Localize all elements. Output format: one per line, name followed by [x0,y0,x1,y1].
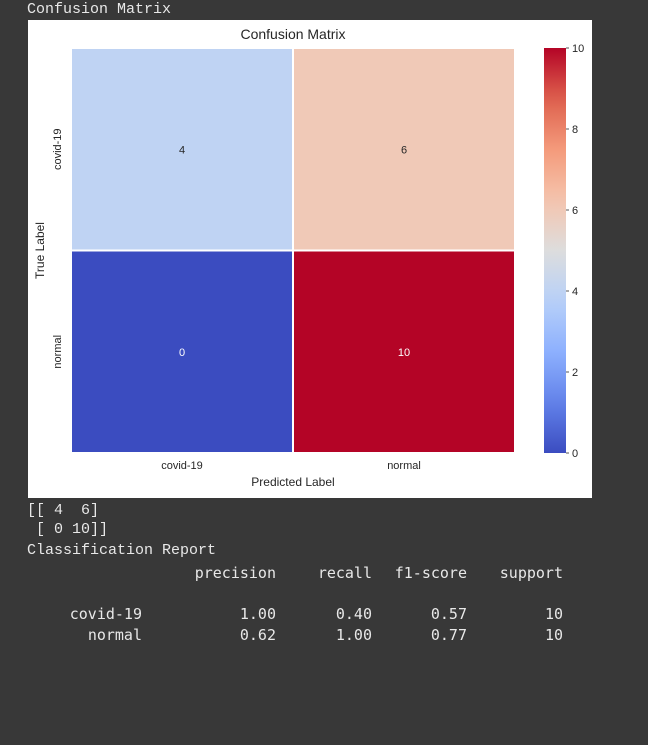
report-support: 10 [544,605,563,623]
report-precision: 0.62 [239,626,276,644]
cell-value-label: 0 [179,347,185,359]
x-tick-label: normal [387,460,421,472]
heatmap-cell [292,249,516,454]
report-row-label: covid-19 [69,605,142,623]
cell-value-label: 6 [401,144,407,156]
report-f1: 0.77 [430,626,467,644]
report-row-covid: covid-19 1.00 0.40 0.57 10 [27,604,627,624]
heatmap-cell [70,47,294,252]
colorbar-tick-label: 2 [572,367,578,379]
report-precision: 1.00 [239,605,276,623]
matrix-text-line-1: [[ 4 6] [27,502,100,519]
confusion-matrix-figure: Confusion Matrix 4 6 0 10 covid-19 normal covid… [28,20,592,498]
cell-value-label: 4 [179,144,185,156]
report-row-label: normal [87,626,142,644]
colorbar [544,48,566,453]
y-tick-label: normal [52,335,64,369]
report-recall: 0.40 [335,605,372,623]
report-header-recall: recall [317,564,372,582]
x-axis-label: Predicted Label [251,475,334,489]
colorbar-tick-label: 10 [572,43,584,55]
heatmap-cell [70,249,294,454]
output-header: Confusion Matrix [27,1,172,18]
heatmap-chart: Confusion Matrix 4 6 0 10 covid-19 normal covid… [33,26,584,489]
report-recall: 1.00 [335,626,372,644]
heatmap-cell [292,47,516,252]
y-tick-label: covid-19 [52,128,64,170]
report-header-precision: precision [194,564,276,582]
cell-value-label: 10 [398,347,410,359]
matrix-text-line-2: [ 0 10]] [27,521,109,538]
colorbar-tick-label: 6 [572,205,578,217]
report-title: Classification Report [27,542,217,559]
report-header-support: support [499,564,563,582]
colorbar-tick-label: 4 [572,286,578,298]
y-axis-label: True Label [33,222,47,279]
report-header-row: precision recall f1-score support [27,563,627,583]
report-f1: 0.57 [430,605,467,623]
colorbar-tick-label: 0 [572,448,578,460]
x-tick-label: covid-19 [161,460,203,472]
report-header-f1: f1-score [394,564,467,582]
report-support: 10 [544,626,563,644]
report-row-normal: normal 0.62 1.00 0.77 10 [27,625,627,645]
colorbar-tick-label: 8 [572,124,578,136]
chart-title: Confusion Matrix [240,26,345,42]
